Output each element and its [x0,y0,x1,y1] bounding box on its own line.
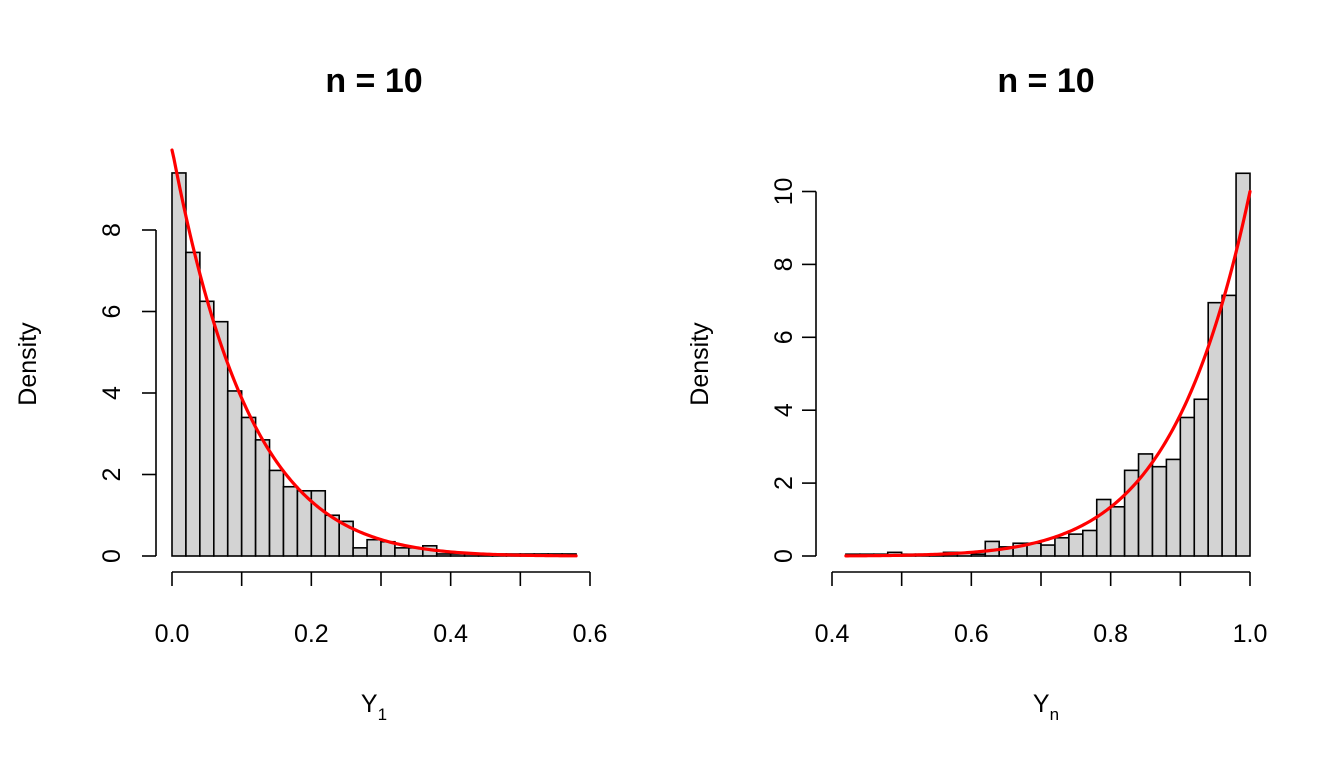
x-axis-label-base: Y [361,690,378,718]
y-axis-label: Density [686,322,714,406]
x-axis: 0.4 0.6 0.8 1.0 [815,571,1268,648]
x-axis-label-subscript: 1 [378,705,387,724]
histogram-bar [338,520,354,557]
histogram-bar [199,300,215,557]
histogram-bar [268,469,285,557]
x-axis-label-subscript: n [1050,705,1059,724]
x-tick-label: 0.4 [433,620,468,648]
histogram-bar [282,485,299,557]
y-tick-label: 4 [98,386,126,400]
histogram-bar [1068,533,1084,557]
y-tick-label: 0 [98,549,126,563]
histogram-bar [1193,398,1210,557]
x-tick-label: 0.8 [1093,620,1128,648]
histogram-bars [845,172,1251,557]
x-tick-label: 0.2 [294,620,329,648]
x-axis-label: Y1 [361,690,387,724]
histogram-bar [352,547,368,557]
density-curve [844,189,1252,558]
chart-title: n = 10 [325,62,422,100]
histogram-bar [1054,536,1070,557]
y-tick-label: 8 [98,223,126,237]
histogram-bar [1179,416,1196,557]
histogram-bar [1151,465,1168,557]
right-histogram-panel: n = 10 Density Yn 0.4 0.6 0.8 1.0 0 2 4 6 8 10 [686,62,1267,724]
y-tick-label: 10 [770,178,798,206]
histogram-bar [171,172,187,557]
histogram-bar [1109,505,1126,557]
y-tick-label: 6 [770,330,798,344]
histogram-bar [435,553,452,557]
y-tick-label: 2 [98,468,126,482]
histogram-bars [171,172,577,557]
chart-title: n = 10 [997,62,1094,100]
histogram-bar [226,390,243,557]
density-curve [170,148,578,558]
histogram-bar [1040,544,1056,557]
x-axis-label: Yn [1033,690,1059,724]
histogram-bar [185,251,201,557]
histogram-bar [970,553,987,557]
y-axis: 0 2 4 6 8 [98,223,157,563]
y-axis: 0 2 4 6 8 10 [770,178,817,563]
x-axis: 0.0 0.2 0.4 0.6 [155,571,608,648]
y-tick-label: 8 [770,257,798,271]
histogram-bar [254,439,271,557]
x-tick-label: 0.4 [815,620,850,648]
histogram-bar [366,538,382,557]
x-axis-label-base: Y [1033,690,1050,718]
x-tick-label: 1.0 [1233,620,1268,648]
histogram-bar [240,416,257,557]
y-tick-label: 6 [98,305,126,319]
x-tick-label: 0.6 [573,620,608,648]
y-tick-label: 2 [770,476,798,490]
histogram-bar [394,547,410,557]
histogram-bar [1221,294,1237,557]
x-tick-label: 0.6 [954,620,989,648]
histogram-bar [1082,529,1098,557]
histogram-bar [310,489,327,557]
left-histogram-panel: n = 10 Density Y1 0.0 0.2 0.4 0.6 0 2 4 6 8 [14,62,607,724]
y-tick-label: 4 [770,403,798,417]
y-tick-label: 0 [770,549,798,563]
histogram-bar [1165,458,1182,557]
x-tick-label: 0.0 [155,620,190,648]
histogram-bar [1235,172,1251,557]
y-axis-label: Density [14,322,42,406]
